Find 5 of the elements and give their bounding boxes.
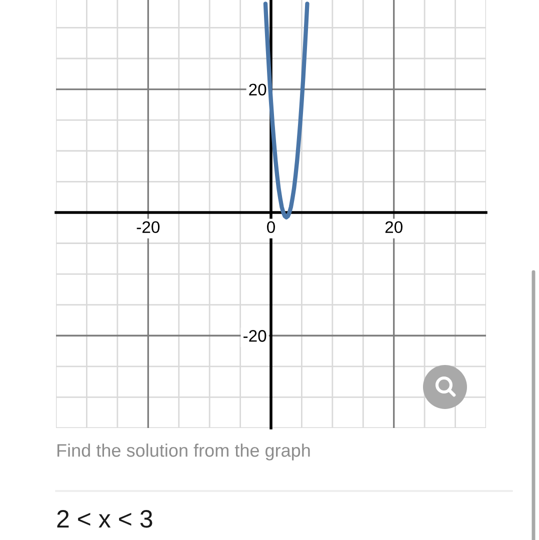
- x-tick-label: 0: [267, 221, 275, 234]
- text: Find the solution from the graph: [57, 444, 310, 460]
- x-tick-label: -20: [136, 221, 160, 234]
- x-tick-label: 20: [385, 221, 402, 234]
- text: 2 < x < 3: [57, 510, 152, 528]
